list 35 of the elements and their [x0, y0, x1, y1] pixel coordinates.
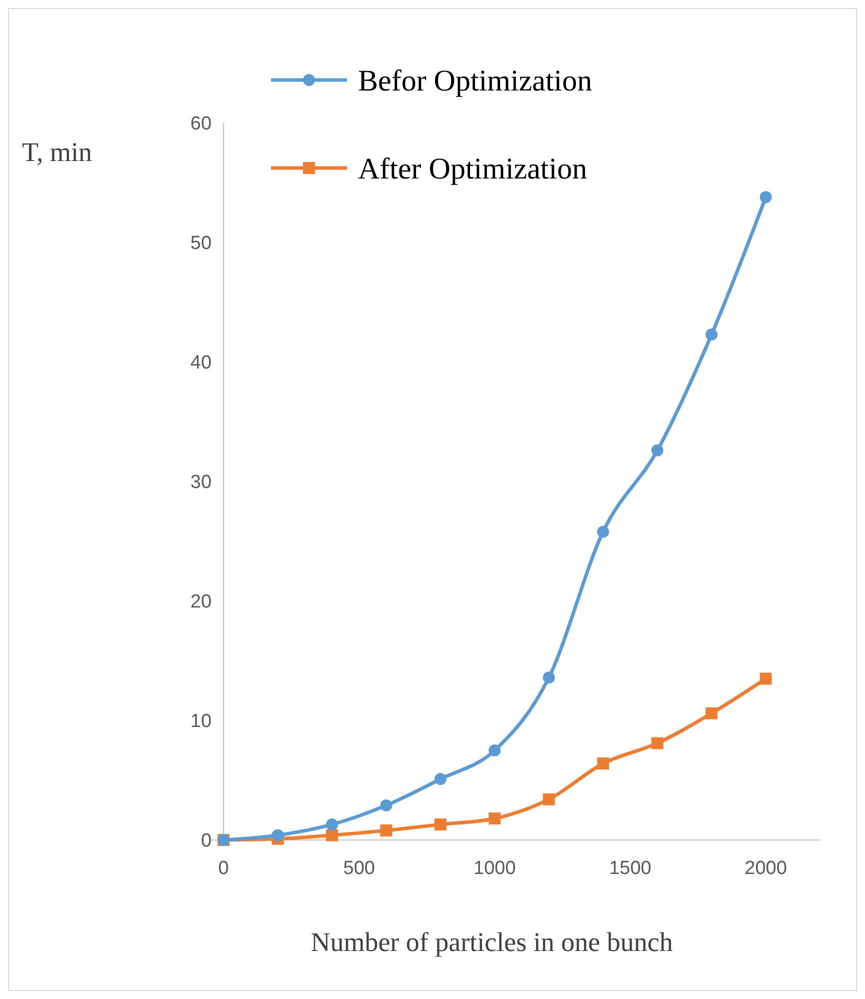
- point: [488, 744, 501, 756]
- x-tick-label: 500: [343, 858, 375, 879]
- point: [434, 818, 446, 830]
- point: [651, 737, 664, 750]
- legend-label: After Optimization: [358, 152, 588, 186]
- point: [706, 328, 718, 341]
- y-tick-label: 30: [190, 472, 212, 494]
- point: [488, 812, 501, 824]
- point: [760, 191, 772, 204]
- y-tick-label: 60: [190, 114, 212, 135]
- y-tick-label: 0: [200, 830, 212, 852]
- point: [434, 773, 446, 786]
- point: [542, 671, 555, 684]
- point: [597, 758, 610, 770]
- point: [542, 793, 555, 806]
- y-tick-label: 10: [190, 711, 212, 732]
- point: [326, 818, 338, 830]
- point: [760, 672, 772, 685]
- point: [597, 526, 610, 538]
- y-tick-label: 50: [190, 233, 212, 254]
- y-axis-title: T, min: [22, 137, 92, 167]
- point: [326, 829, 338, 842]
- x-axis-title: Number of particles in one bunch: [310, 927, 674, 957]
- legend-label: Befor Optimization: [358, 64, 592, 98]
- point: [380, 799, 392, 812]
- y-tick-label: 40: [190, 352, 212, 374]
- point: [380, 824, 392, 836]
- y-tick-label: 20: [190, 592, 212, 613]
- point: [706, 707, 718, 720]
- x-tick-label: 2000: [744, 858, 787, 879]
- x-tick-label: 1000: [474, 858, 516, 879]
- point: [651, 444, 664, 456]
- x-tick-label: 1500: [609, 858, 652, 879]
- point: [272, 829, 284, 842]
- x-tick-label: 0: [218, 858, 229, 879]
